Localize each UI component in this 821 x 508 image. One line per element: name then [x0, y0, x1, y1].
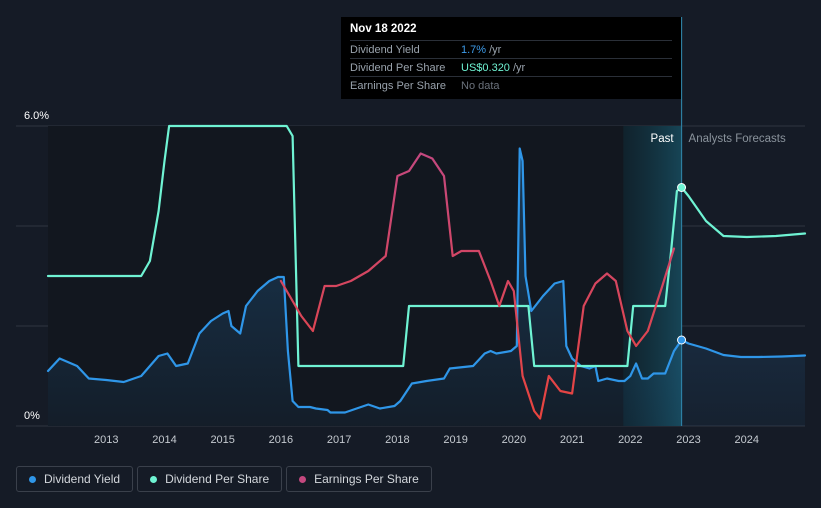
- legend-label: Dividend Per Share: [165, 472, 270, 486]
- x-tick-label: 2015: [210, 434, 234, 446]
- legend-item-dividend-per-share[interactable]: Dividend Per Share: [137, 466, 283, 492]
- x-tick-label: 2017: [327, 434, 351, 446]
- legend: Dividend Yield Dividend Per Share Earnin…: [16, 466, 432, 492]
- tooltip-unit: /yr: [489, 43, 502, 56]
- legend-dot-icon: [150, 475, 158, 483]
- tooltip-label: Dividend Per Share: [350, 61, 446, 74]
- y-tick-label: 6.0%: [24, 110, 49, 122]
- tooltip-unit: /yr: [512, 61, 526, 74]
- legend-dot-icon: [299, 475, 307, 483]
- x-tick-label: 2013: [94, 434, 118, 446]
- legend-item-dividend-yield[interactable]: Dividend Yield: [16, 466, 134, 492]
- tooltip-value: 1.7%: [461, 43, 487, 56]
- past-label: Past: [651, 133, 675, 145]
- tooltip-value: US$0.320: [461, 61, 510, 74]
- x-tick-label: 2021: [560, 434, 584, 446]
- x-tick-label: 2014: [152, 434, 176, 446]
- series-line-0: [46, 147, 807, 414]
- marker-layer: [677, 183, 687, 345]
- series-line-2: [279, 152, 676, 420]
- series-marker-0: [677, 335, 687, 345]
- tooltip-label: Dividend Yield: [350, 43, 420, 56]
- tooltip-label: Earnings Per Share: [350, 79, 446, 92]
- forecast-label: Analysts Forecasts: [689, 133, 786, 145]
- legend-label: Dividend Yield: [44, 472, 121, 486]
- tooltip-date: Nov 18 2022: [350, 23, 417, 35]
- x-tick-label: 2016: [269, 434, 293, 446]
- series-lines: [46, 124, 807, 426]
- x-tick-label: 2019: [443, 434, 467, 446]
- x-tick-label: 2024: [735, 434, 759, 446]
- legend-item-earnings-per-share[interactable]: Earnings Per Share: [286, 466, 432, 492]
- x-tick-label: 2020: [502, 434, 526, 446]
- x-tick-label: 2023: [676, 434, 700, 446]
- x-tick-label: 2018: [385, 434, 409, 446]
- tooltip-value: No data: [461, 79, 500, 92]
- legend-label: Earnings Per Share: [314, 472, 419, 486]
- tooltip-row-dividend-yield: Dividend Yield 1.7% /yr: [350, 40, 672, 58]
- axis-labels: 0% 6.0% 2013 2014 2015 2016 2017 2018 2019 2020 20…: [24, 110, 786, 446]
- tooltip-row-earnings-per-share: Earnings Per Share No data: [350, 76, 672, 94]
- series-line-1: [46, 124, 807, 368]
- legend-dot-icon: [29, 475, 36, 483]
- x-tick-label: 2022: [618, 434, 642, 446]
- tooltip-row-dividend-per-share: Dividend Per Share US$0.320 /yr: [350, 58, 672, 76]
- series-marker-1: [677, 183, 687, 192]
- y-tick-label: 0%: [24, 410, 40, 422]
- tooltip: Nov 18 2022 Dividend Yield 1.7% /yr Divi…: [341, 17, 681, 99]
- series-area-0: [48, 148, 805, 426]
